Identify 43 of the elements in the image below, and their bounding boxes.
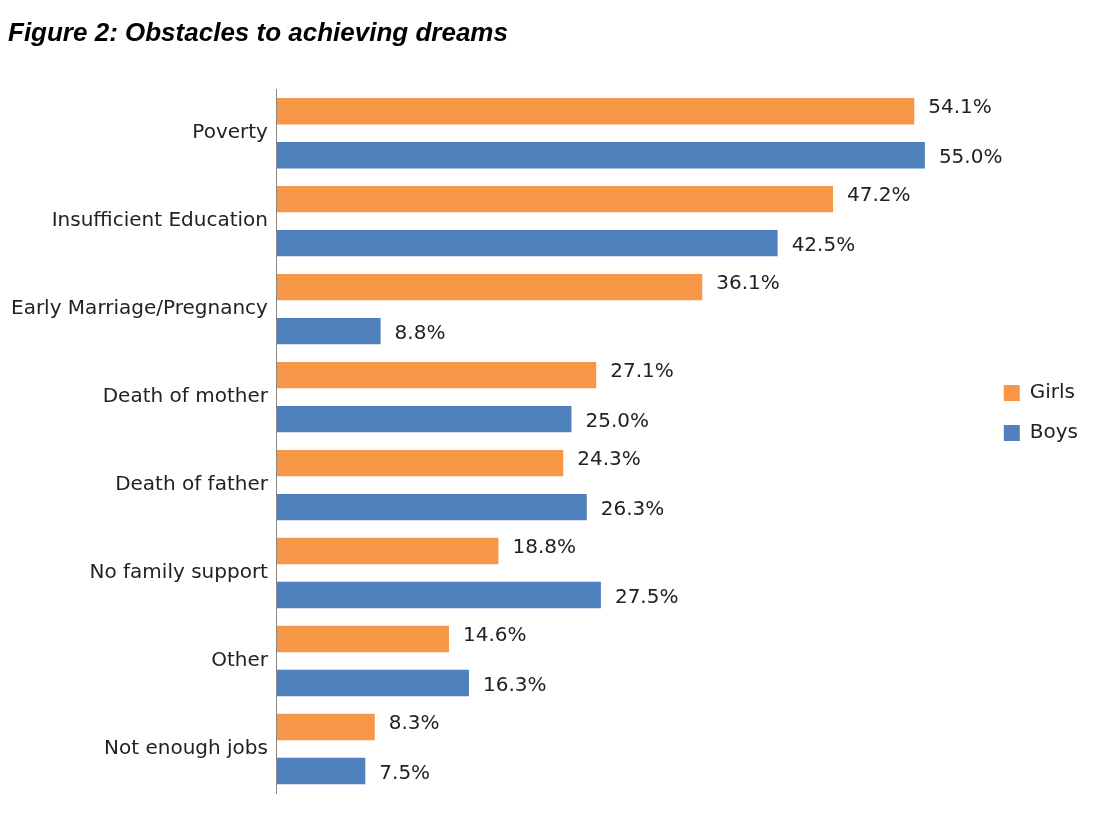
data-label: 7.5% [379,760,431,785]
y-tick-label: Early Marriage/Pregnancy [11,295,269,320]
bar [276,361,597,389]
legend-label: Boys [1029,419,1079,444]
y-tick-label: Poverty [192,119,269,144]
y-tick-label: Other [211,647,269,672]
y-tick-label: Insufficient Education [51,207,268,232]
bar [276,669,469,697]
chart-title: Figure 2: Obstacles to achieving dreams [8,16,508,47]
bar [276,185,833,213]
bar [276,581,601,609]
bar [276,229,778,257]
data-label: 55.0% [938,144,1003,169]
bar [276,757,366,785]
bar [276,405,572,433]
data-label: 42.5% [791,232,856,257]
data-label: 25.0% [585,408,650,433]
data-label: 8.8% [394,320,446,345]
bar [276,625,449,653]
data-label: 27.1% [610,358,674,383]
bar [276,493,587,521]
y-tick-label: Death of mother [102,383,269,408]
data-label: 26.3% [600,496,665,521]
legend-label: Girls [1029,379,1076,404]
y-tick-label: Death of father [115,471,269,496]
data-label: 54.1% [928,94,992,119]
bar [276,273,703,301]
data-label: 8.3% [388,710,440,735]
data-label: 18.8% [512,534,576,559]
data-label: 16.3% [482,672,547,697]
bar [276,98,915,125]
bar [276,537,499,565]
bar [276,449,564,477]
data-label: 47.2% [847,182,911,207]
data-label: 24.3% [577,446,641,471]
data-label: 14.6% [462,622,527,647]
bar [276,317,381,345]
bar [276,713,375,741]
data-label: 27.5% [614,584,679,609]
data-label: 36.1% [716,270,780,295]
y-tick-label: No family support [89,559,269,584]
y-tick-label: Not enough jobs [104,735,268,760]
bar [276,141,925,169]
